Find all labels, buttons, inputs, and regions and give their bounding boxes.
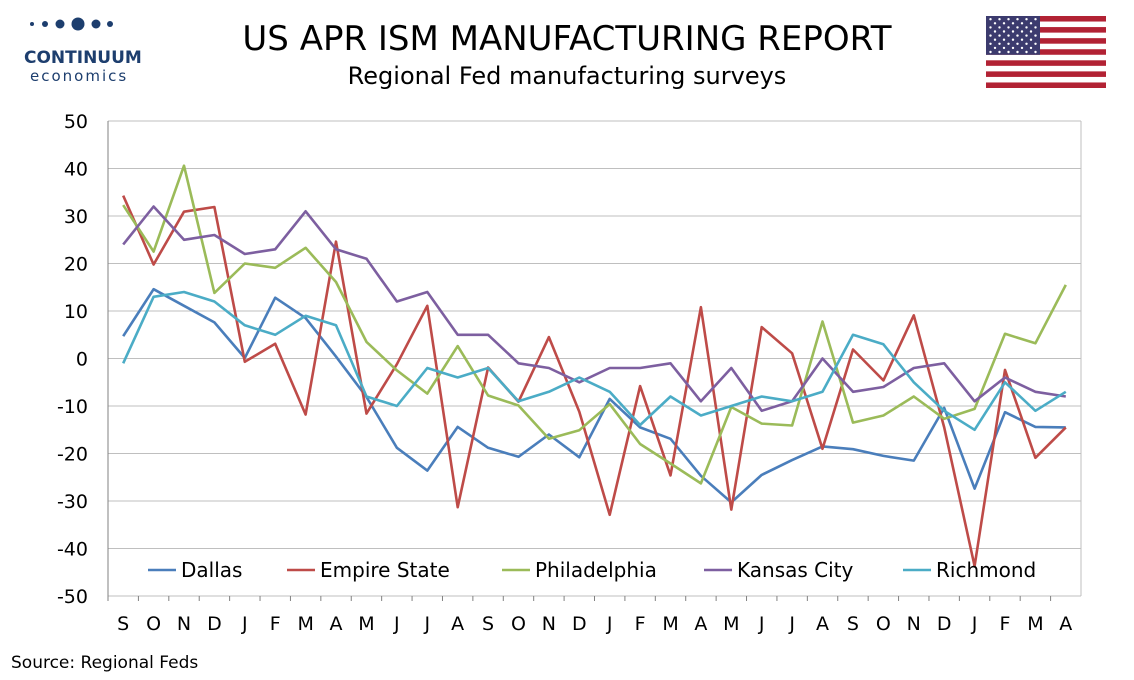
x-tick-label: M <box>1027 613 1043 635</box>
y-tick-label: 10 <box>64 301 88 323</box>
x-tick-label: N <box>177 613 191 635</box>
y-tick-label: -50 <box>57 586 88 608</box>
y-tick-label: -30 <box>57 491 88 513</box>
logo-dots-icon <box>30 17 113 31</box>
x-tick-label: J <box>393 613 400 635</box>
legend-label: Dallas <box>181 558 242 582</box>
x-tick-label: J <box>423 613 430 635</box>
x-tick-label: A <box>330 613 343 635</box>
x-tick-label: A <box>451 613 464 635</box>
x-tick-label: S <box>847 613 859 635</box>
series-line-empire-state <box>122 195 1067 568</box>
x-tick-label: O <box>511 613 526 635</box>
x-tick-label: F <box>1000 613 1011 635</box>
x-tick-label: M <box>358 613 374 635</box>
x-tick-label: F <box>270 613 281 635</box>
x-tick-label: M <box>662 613 678 635</box>
x-tick-label: S <box>117 613 129 635</box>
continuum-logo: CONTINUUM economics <box>10 12 142 85</box>
x-tick-label: N <box>907 613 921 635</box>
y-tick-label: 20 <box>64 254 88 276</box>
x-tick-label: M <box>723 613 739 635</box>
x-tick-label: J <box>606 613 613 635</box>
x-tick-label: J <box>971 613 978 635</box>
series-line-richmond <box>122 290 1067 432</box>
y-tick-label: 0 <box>76 349 88 371</box>
y-tick-label: 40 <box>64 159 88 181</box>
y-tick-label: 50 <box>64 111 88 133</box>
chart-title: US APR ISM MANUFACTURING REPORT <box>242 19 892 59</box>
chart-subtitle: Regional Fed manufacturing surveys <box>347 62 787 90</box>
x-tick-label: O <box>146 613 161 635</box>
x-tick-label: J <box>758 613 765 635</box>
x-tick-label: D <box>937 613 952 635</box>
y-tick-label: -20 <box>57 444 88 466</box>
x-tick-label: A <box>1059 613 1072 635</box>
legend-label: Philadelphia <box>535 558 657 582</box>
logo-subword: economics <box>30 67 129 85</box>
series-line-dallas <box>122 287 1066 504</box>
y-tick-label: -10 <box>57 396 88 418</box>
x-tick-label: J <box>241 613 248 635</box>
y-tick-label: -40 <box>57 539 88 561</box>
series-line-kansas-city <box>122 205 1066 413</box>
legend-label: Richmond <box>936 558 1036 582</box>
legend-label: Kansas City <box>737 558 854 582</box>
us-flag-icon <box>986 16 1106 88</box>
legend-label: Empire State <box>320 558 450 582</box>
x-tick-label: F <box>635 613 646 635</box>
x-tick-label: S <box>482 613 494 635</box>
x-tick-label: J <box>788 613 795 635</box>
series-line-philadelphia <box>122 164 1067 485</box>
x-tick-label: D <box>572 613 587 635</box>
x-tick-label: N <box>542 613 556 635</box>
y-tick-label: 30 <box>64 206 88 228</box>
x-tick-label: O <box>876 613 891 635</box>
logo-word: CONTINUUM <box>24 48 142 68</box>
x-tick-label: A <box>816 613 829 635</box>
x-tick-label: M <box>297 613 313 635</box>
source-note: Source: Regional Feds <box>11 653 199 673</box>
x-tick-label: A <box>694 613 707 635</box>
x-tick-label: D <box>207 613 222 635</box>
